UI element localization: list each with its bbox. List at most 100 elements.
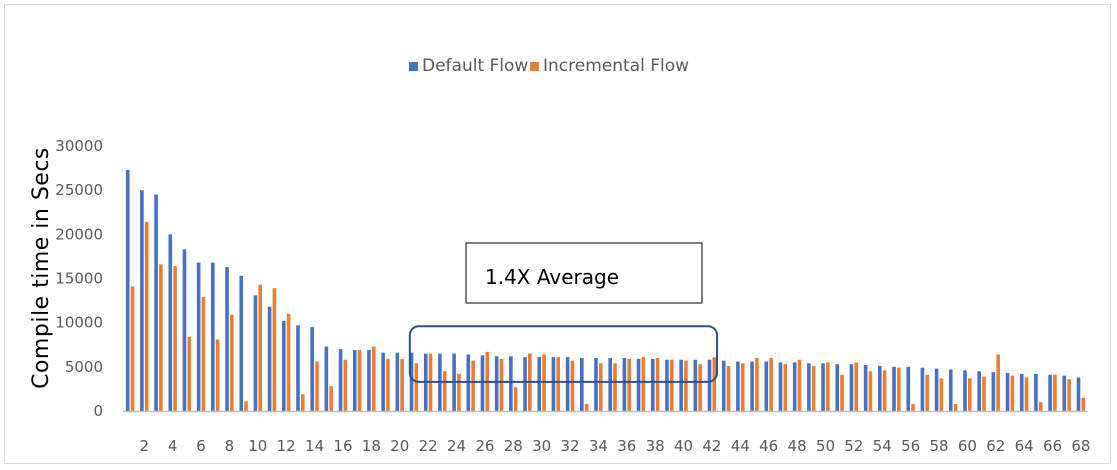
incremental-flow-bar [826, 362, 830, 411]
default-flow-bar [367, 350, 371, 411]
incremental-flow-bar [130, 286, 135, 411]
incremental-flow-bar [201, 297, 206, 411]
y-tick-label: 15000 [55, 270, 103, 288]
x-tick-label: 60 [958, 437, 977, 455]
default-flow-bar [807, 363, 811, 411]
incremental-flow-bar [755, 358, 759, 411]
default-flow-bar [537, 357, 542, 411]
x-tick-label: 14 [305, 437, 324, 455]
default-flow-bar [934, 368, 939, 411]
x-tick-label: 44 [731, 437, 750, 455]
incremental-flow-bar [570, 360, 575, 411]
x-tick-label: 28 [504, 437, 523, 455]
default-flow-bar [551, 357, 556, 411]
default-flow-bar [707, 359, 712, 411]
default-flow-bar [594, 358, 598, 411]
incremental-flow-bar [740, 363, 745, 411]
incremental-flow-bar [854, 362, 859, 411]
default-flow-bar [409, 352, 414, 411]
default-flow-bar [863, 365, 868, 411]
default-flow-bar [835, 364, 840, 411]
default-flow-bar [196, 262, 201, 411]
incremental-flow-bar [641, 357, 646, 411]
default-flow-bar [1076, 377, 1081, 411]
incremental-flow-bar [329, 386, 333, 411]
x-tick-label: 38 [646, 437, 665, 455]
incremental-flow-bar [357, 350, 362, 411]
default-flow-bar [878, 365, 882, 411]
highlight-region [408, 325, 719, 383]
default-flow-bar [509, 356, 513, 411]
x-tick-label: 4 [168, 437, 178, 455]
incremental-flow-bar [457, 373, 461, 411]
default-flow-bar [324, 346, 329, 411]
default-flow-bar [665, 359, 669, 411]
default-flow-bar [679, 359, 683, 411]
y-axis-label: Compile time in Secs [29, 147, 54, 389]
x-tick-label: 6 [196, 437, 206, 455]
y-tick-label: 10000 [55, 314, 103, 332]
x-tick-label: 52 [844, 437, 863, 455]
default-flow-bar [253, 295, 258, 411]
x-tick-label: 24 [447, 437, 466, 455]
incremental-flow-bar [272, 288, 277, 411]
legend-swatch [409, 62, 418, 71]
incremental-flow-bar [882, 370, 887, 411]
incremental-flow-bar [300, 394, 305, 411]
incremental-flow-bar [982, 376, 986, 411]
incremental-flow-bar [371, 346, 376, 411]
default-flow-bar [1048, 374, 1052, 411]
default-flow-bar [494, 356, 499, 411]
legend-entry: Default Flow [422, 56, 528, 76]
incremental-flow-bar [1024, 377, 1029, 411]
legend-swatch [530, 62, 539, 71]
incremental-flow-bar [230, 314, 234, 411]
incremental-flow-bar [1081, 397, 1086, 411]
default-flow-bar [721, 360, 726, 411]
default-flow-bar [565, 357, 570, 411]
default-flow-bar [310, 327, 314, 411]
default-flow-bar [282, 320, 286, 411]
default-flow-bar [338, 349, 343, 411]
x-tick-label: 58 [929, 437, 948, 455]
default-flow-bar [381, 352, 385, 411]
incremental-flow-bar [173, 266, 177, 411]
incremental-flow-bar [386, 358, 390, 411]
annotation-box [465, 242, 703, 304]
x-tick-label: 30 [532, 437, 551, 455]
x-tick-label: 68 [1071, 437, 1090, 455]
incremental-flow-bar [726, 365, 731, 411]
default-flow-bar [125, 169, 130, 411]
default-flow-bar [948, 369, 953, 411]
incremental-flow-bar [698, 364, 702, 411]
default-flow-bar [906, 366, 911, 411]
x-tick-label: 34 [589, 437, 608, 455]
incremental-flow-bar [187, 336, 192, 411]
default-flow-bar [750, 361, 754, 411]
incremental-flow-bar [343, 359, 348, 411]
x-tick-label: 50 [816, 437, 835, 455]
default-flow-bar [636, 358, 641, 411]
incremental-flow-bar [499, 358, 504, 411]
incremental-flow-bar [953, 403, 958, 411]
default-flow-bar [920, 367, 925, 411]
incremental-flow-bar [442, 371, 447, 411]
y-tick-label: 20000 [55, 225, 103, 243]
incremental-flow-bar [286, 313, 291, 411]
default-flow-bar [580, 358, 584, 411]
legend-entry: Incremental Flow [543, 56, 689, 76]
incremental-flow-bar [1010, 375, 1015, 411]
default-flow-bar [977, 371, 981, 411]
incremental-flow-bar [897, 367, 901, 411]
default-flow-bar [211, 262, 215, 411]
default-flow-bar [267, 306, 272, 411]
default-flow-bar [168, 234, 173, 411]
x-axis: 2 4 6 8 10 12 14 16 18 20 22 24 26 28 30 32 34 36 38 40 42 44… [123, 410, 1090, 455]
x-tick-label: 12 [277, 437, 296, 455]
incremental-flow-bar [599, 363, 603, 411]
default-flow-bar [523, 357, 527, 411]
default-flow-bar [154, 194, 158, 411]
annotation-label: 1.4X Average [485, 265, 619, 289]
incremental-flow-bar [556, 357, 561, 411]
incremental-flow-bar [712, 357, 717, 411]
